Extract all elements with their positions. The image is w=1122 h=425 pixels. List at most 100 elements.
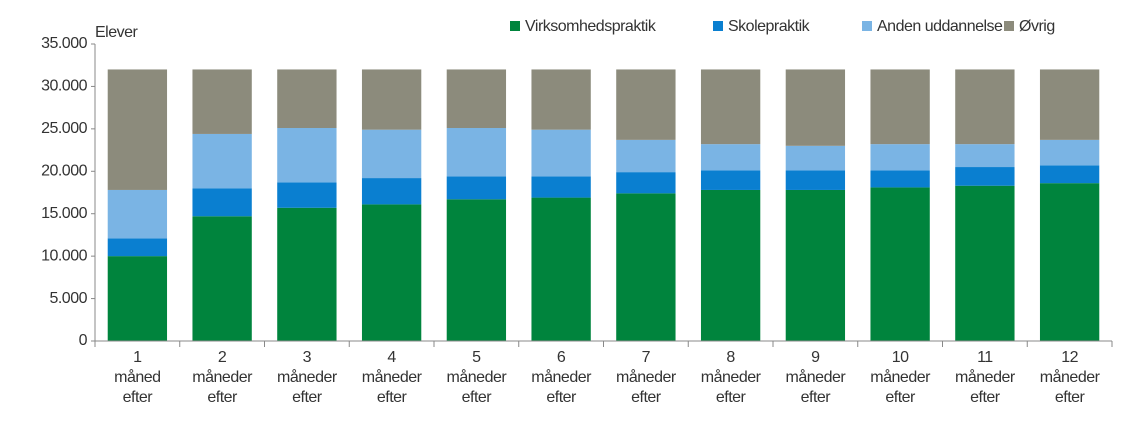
bar-segment — [277, 182, 337, 208]
x-tick-label: måneder — [616, 368, 677, 386]
bar-segment — [616, 172, 676, 194]
x-tick-label: efter — [1055, 389, 1086, 406]
x-tick-label: 10 — [892, 349, 909, 366]
x-tick-label: 3 — [303, 349, 312, 366]
x-tick-label: måneder — [701, 368, 762, 386]
bar-segment — [531, 197, 591, 341]
x-tick-label: efter — [123, 389, 154, 406]
bar-segment — [616, 69, 676, 140]
bar-segment — [1039, 69, 1100, 140]
bar-segment — [870, 69, 930, 145]
bar-segment — [107, 238, 168, 257]
bar-segment — [107, 189, 168, 239]
y-tick-label: 30.000 — [41, 78, 88, 95]
x-tick-label: efter — [716, 389, 747, 406]
x-tick-label: måneder — [1040, 368, 1101, 386]
y-tick-label: 25.000 — [41, 120, 88, 137]
bar-segment — [361, 178, 422, 205]
bar-segment — [616, 193, 676, 341]
x-tick-label: 2 — [218, 349, 227, 366]
bar-segment — [870, 170, 930, 188]
bar-segment — [700, 170, 761, 190]
legend-label: Skolepraktik — [728, 18, 811, 35]
bar-segment — [700, 69, 761, 145]
x-tick-label: 12 — [1061, 349, 1078, 366]
x-tick-label: efter — [377, 389, 408, 406]
bar-segment — [361, 204, 422, 341]
bar-segment — [955, 185, 1015, 341]
bar-segment — [107, 256, 168, 341]
bar-segment — [107, 69, 168, 190]
y-tick-label: 0 — [79, 332, 88, 349]
y-tick-label: 15.000 — [41, 205, 88, 222]
bar-segment — [531, 129, 591, 177]
y-tick-label: 10.000 — [41, 247, 88, 264]
x-tick-label: 7 — [642, 349, 651, 366]
legend-swatch — [510, 21, 520, 31]
x-tick-label: måneder — [447, 368, 508, 386]
bar-segment — [616, 139, 676, 173]
x-tick-label: efter — [801, 389, 832, 406]
bar-segment — [870, 144, 930, 171]
bar-segment — [361, 129, 422, 179]
bar-segment — [192, 188, 252, 217]
x-tick-label: 11 — [977, 349, 993, 366]
x-tick-label: måneder — [870, 368, 931, 386]
bar-segment — [446, 128, 507, 177]
x-tick-label: efter — [292, 389, 323, 406]
y-axis-label: Elever — [95, 24, 139, 41]
legend-label: Anden uddannelse — [877, 18, 1003, 35]
bar-segment — [785, 170, 846, 190]
bar-segment — [700, 189, 761, 341]
y-tick-label: 5.000 — [49, 290, 87, 307]
bar-segment — [277, 69, 337, 129]
bar-segment — [1039, 183, 1100, 341]
x-tick-label: efter — [631, 389, 662, 406]
legend-label: Virksomhedspraktik — [525, 18, 657, 35]
bar-segment — [531, 69, 591, 130]
y-tick-label: 20.000 — [41, 163, 88, 180]
bar-segment — [277, 128, 337, 183]
bar-segment — [785, 69, 846, 146]
x-tick-label: 9 — [811, 349, 820, 366]
x-tick-label: måneder — [786, 368, 847, 386]
x-tick-label: efter — [546, 389, 577, 406]
x-tick-label: 1 — [133, 349, 142, 366]
x-tick-label: efter — [885, 389, 916, 406]
bar-segment — [700, 144, 761, 171]
x-tick-label: 8 — [726, 349, 735, 366]
bar-segment — [955, 167, 1015, 186]
x-tick-label: måneder — [362, 368, 423, 386]
bar-segment — [446, 176, 507, 200]
x-tick-label: måneder — [277, 368, 338, 386]
bar-segment — [446, 69, 507, 129]
x-tick-label: måneder — [531, 368, 592, 386]
bar-segment — [446, 199, 507, 341]
legend-swatch — [862, 21, 872, 31]
bar-segment — [361, 69, 422, 130]
x-tick-label: efter — [970, 389, 1001, 406]
bar-segment — [1039, 139, 1100, 166]
bar-segment — [1039, 165, 1100, 184]
legend-label: Øvrig — [1019, 18, 1055, 35]
y-tick-label: 35.000 — [41, 35, 88, 52]
x-tick-label: 5 — [472, 349, 481, 366]
bar-segment — [955, 69, 1015, 145]
x-tick-label: måneder — [192, 368, 253, 386]
legend-swatch — [713, 21, 723, 31]
x-tick-label: efter — [462, 389, 493, 406]
x-tick-label: måneder — [955, 368, 1016, 386]
legend-swatch — [1004, 21, 1014, 31]
bar-segment — [955, 144, 1015, 168]
x-tick-label: 6 — [557, 349, 566, 366]
x-tick-label: 4 — [387, 349, 396, 366]
bar-segment — [192, 216, 252, 341]
bar-segment — [785, 145, 846, 171]
bar-segment — [531, 176, 591, 198]
bar-segment — [192, 133, 252, 189]
x-tick-label: efter — [207, 389, 238, 406]
bar-segment — [192, 69, 252, 134]
bar-segment — [277, 207, 337, 341]
x-tick-label: måned — [114, 368, 160, 386]
